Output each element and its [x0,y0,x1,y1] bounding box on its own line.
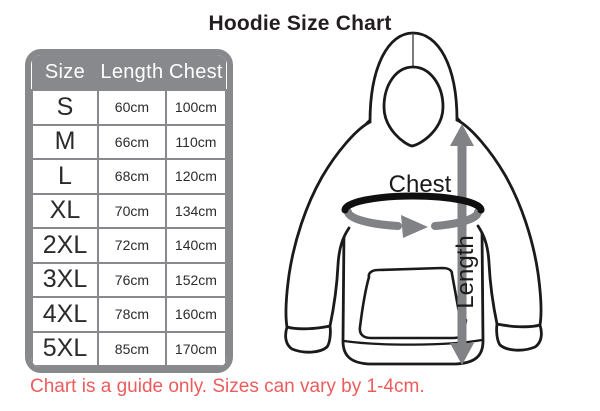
page-title: Hoodie Size Chart [208,12,392,35]
size-cell: L [31,158,99,195]
chest-cell: 140cm [164,227,227,264]
chest-ring-arrowhead [401,215,428,238]
hood-opening [382,65,445,148]
chest-ring-left [344,208,402,230]
length-cell: 76cm [96,261,167,298]
column-header-chest: Chest [165,55,226,90]
right-sleeve [457,120,542,351]
chest-cell: 120cm [164,158,227,195]
table-row: S 60cm 100cm [31,89,227,126]
table-row: XL 70cm 134cm [31,192,227,229]
left-sleeve-outline [284,120,372,354]
size-cell: 2XL [31,227,99,264]
chest-cell: 110cm [164,123,227,160]
size-cell: 5XL [31,330,99,367]
table-row: 3XL 76cm 152cm [31,261,227,298]
size-cell: M [31,123,99,160]
column-header-length: Length [97,55,166,90]
length-cell: 78cm [96,296,167,333]
size-cell: S [31,89,99,126]
column-header-size: Size [32,55,98,90]
hem-band-line [342,338,484,346]
size-table: Size Length Chest S 60cm 100cm M 66cm 11… [25,49,233,373]
length-arrow [450,124,474,365]
length-cell: 72cm [96,227,167,264]
table-row: 5XL 85cm 170cm [31,330,227,367]
disclaimer-note: Chart is a guide only. Sizes can vary by… [30,376,425,397]
length-cell: 85cm [96,330,167,367]
chest-cell: 160cm [164,296,227,333]
length-cell: 66cm [96,123,167,160]
chest-cell: 100cm [164,89,227,126]
chest-label: Chest [389,171,452,198]
chest-cell: 152cm [164,261,227,298]
size-cell: XL [31,192,99,229]
table-row: 4XL 78cm 160cm [31,296,227,333]
size-cell: 4XL [31,296,99,333]
chest-ellipse-top-arc [341,192,485,214]
length-label: Length [452,235,479,308]
size-table-header-row: Size Length Chest [32,55,226,90]
table-row: L 68cm 120cm [31,158,227,195]
right-sleeve-outline [455,118,543,352]
length-cell: 68cm [96,158,167,195]
length-cell: 70cm [96,192,167,229]
table-row: M 66cm 110cm [31,123,227,160]
length-cell: 60cm [96,89,167,126]
size-cell: 3XL [31,261,99,298]
chest-cell: 170cm [164,330,227,367]
kangaroo-pocket [358,266,468,340]
left-sleeve [285,122,370,353]
hoodie-illustration: Chest Length [284,31,543,366]
table-row: 2XL 72cm 140cm [31,227,227,264]
chest-cell: 134cm [164,192,227,229]
